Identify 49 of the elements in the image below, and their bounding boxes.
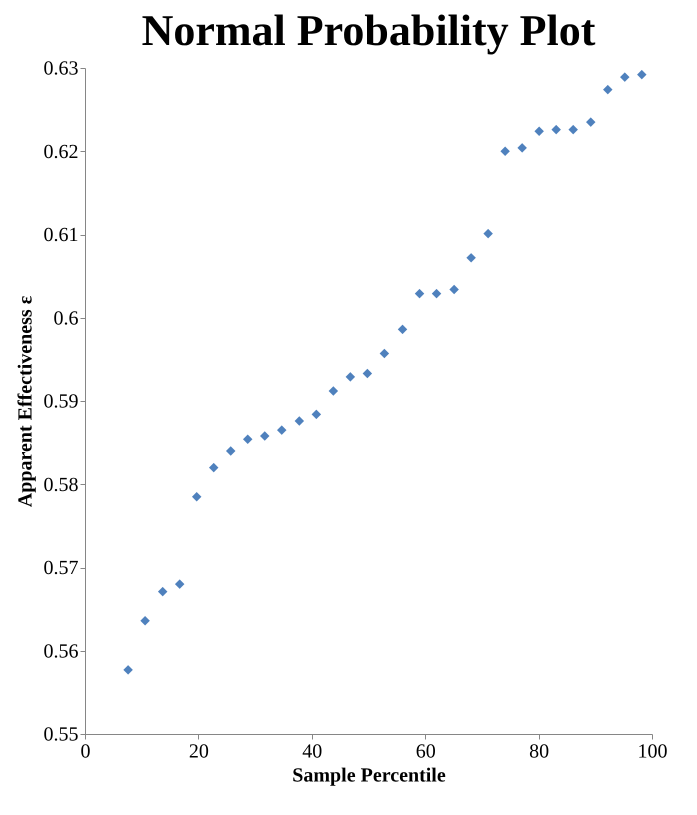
point [466,253,476,263]
y-axis-title: Apparent Effectiveness ε [14,295,36,508]
point [432,288,442,298]
point [483,228,493,238]
point [517,143,527,153]
y-tick-label: 0.55 [44,724,78,746]
point [123,665,133,675]
x-tick-label: 100 [638,740,668,762]
y-tick-label: 0.59 [44,390,78,412]
point [208,462,218,472]
point [346,372,356,382]
point [500,146,510,156]
chart-title: Normal Probability Plot [142,6,596,55]
x-tick-label: 60 [416,740,436,762]
y-tick-label: 0.62 [44,140,78,163]
point [260,431,270,441]
point [449,284,459,294]
point [620,72,630,82]
x-tick-label: 0 [80,740,90,762]
point [312,410,322,420]
point [380,348,390,358]
x-axis-title: Sample Percentile [292,764,446,786]
point [551,124,561,134]
y-tick-label: 0.56 [44,640,78,662]
y-tick-label: 0.61 [44,224,78,246]
y-tick-label: 0.63 [44,58,78,80]
point [158,586,168,596]
point [277,425,286,435]
point [294,416,304,426]
x-tick-label: 80 [529,740,550,762]
point [192,492,202,502]
point [637,70,647,80]
point [534,126,544,136]
point [586,117,596,127]
point [414,288,424,298]
point [328,386,338,396]
point [226,446,236,456]
point [362,368,372,378]
y-tick-label: 0.6 [54,307,78,330]
point [140,616,150,626]
point [398,324,408,334]
point [174,579,184,589]
point [603,84,613,94]
y-tick-label: 0.57 [44,557,78,579]
point [242,434,252,444]
x-tick-label: 20 [188,740,209,762]
x-tick-label: 40 [302,740,322,762]
point [568,124,578,134]
y-tick-label: 0.58 [44,474,78,496]
